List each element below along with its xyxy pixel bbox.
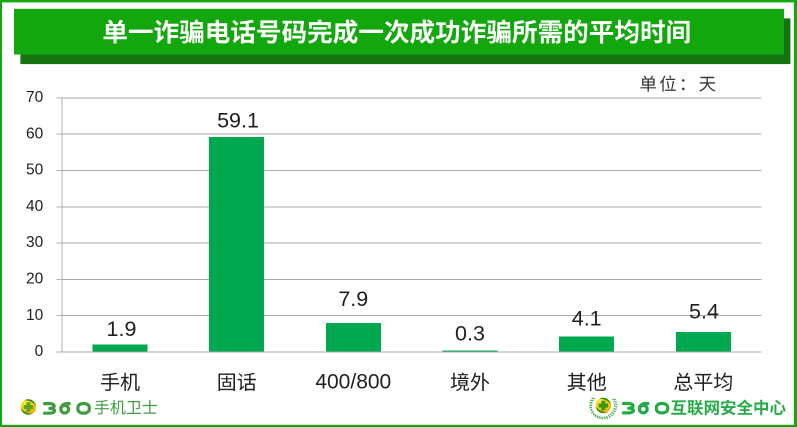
svg-text:0.3: 0.3: [455, 322, 485, 346]
svg-text:7.9: 7.9: [338, 287, 368, 311]
svg-text:59.1: 59.1: [217, 109, 259, 133]
svg-text:400/800: 400/800: [315, 370, 391, 393]
svg-text:5.4: 5.4: [689, 300, 719, 324]
svg-text:60: 60: [26, 125, 44, 142]
svg-text:70: 70: [26, 89, 44, 106]
svg-text:4.1: 4.1: [572, 306, 602, 330]
svg-text:40: 40: [26, 198, 44, 215]
svg-text:1.9: 1.9: [107, 317, 137, 341]
svg-text:0: 0: [35, 343, 44, 360]
svg-text:30: 30: [26, 234, 44, 251]
svg-text:50: 50: [26, 162, 44, 179]
svg-text:10: 10: [26, 307, 44, 324]
svg-text:20: 20: [26, 271, 44, 288]
